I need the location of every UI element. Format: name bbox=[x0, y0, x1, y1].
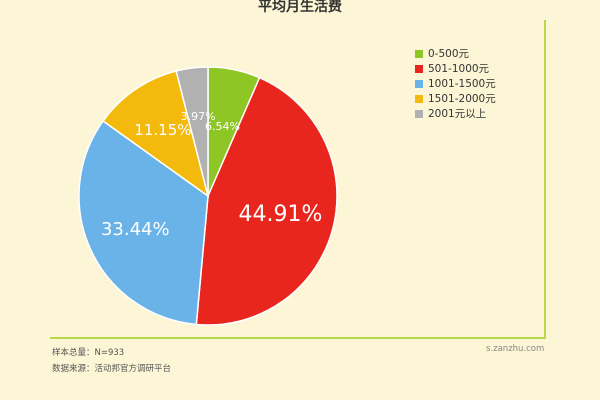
legend-item-1001-1500: 1001-1500元 bbox=[415, 76, 496, 91]
legend-swatch bbox=[415, 94, 423, 103]
legend-label: 2001元以上 bbox=[428, 108, 487, 120]
legend-label: 501-1000元 bbox=[428, 63, 490, 75]
frame-border-bottom bbox=[50, 337, 546, 339]
legend-swatch bbox=[415, 79, 423, 88]
legend-item-1501-2000: 1501-2000元 bbox=[415, 91, 496, 106]
legend-label: 0-500元 bbox=[428, 48, 470, 60]
pie-slice-1001-1500 bbox=[78, 119, 209, 326]
pie-slice-1501-2000 bbox=[102, 70, 210, 198]
slice-label-501-1000: 44.91% bbox=[239, 202, 323, 227]
legend-item-2001-plus: 2001元以上 bbox=[415, 106, 496, 121]
pie-slice-501-1000 bbox=[195, 76, 338, 326]
legend: 0-500元 501-1000元 1001-1500元 1501-2000元 2… bbox=[415, 46, 496, 121]
slice-label-2001-plus: 3.97% bbox=[181, 110, 216, 123]
data-source-note: 数据来源：活动邦官方调研平台 bbox=[52, 364, 172, 374]
chart-title: 平均月生活费 bbox=[258, 0, 342, 15]
pie-slice-2001-plus bbox=[175, 66, 209, 197]
slice-label-1501-2000: 11.15% bbox=[134, 121, 191, 139]
slice-label-0-500: 6.54% bbox=[205, 120, 240, 133]
sample-size-note: 样本总量：N=933 bbox=[52, 348, 125, 358]
site-url: s.zanzhu.com bbox=[486, 344, 545, 354]
legend-item-0-500: 0-500元 bbox=[415, 46, 496, 61]
frame-border-right bbox=[544, 20, 546, 338]
legend-label: 1001-1500元 bbox=[428, 78, 496, 90]
legend-swatch bbox=[415, 49, 423, 58]
legend-item-501-1000: 501-1000元 bbox=[415, 61, 496, 76]
slice-label-1001-1500: 33.44% bbox=[101, 219, 170, 240]
legend-swatch bbox=[415, 109, 423, 118]
legend-label: 1501-2000元 bbox=[428, 93, 496, 105]
legend-swatch bbox=[415, 64, 423, 73]
